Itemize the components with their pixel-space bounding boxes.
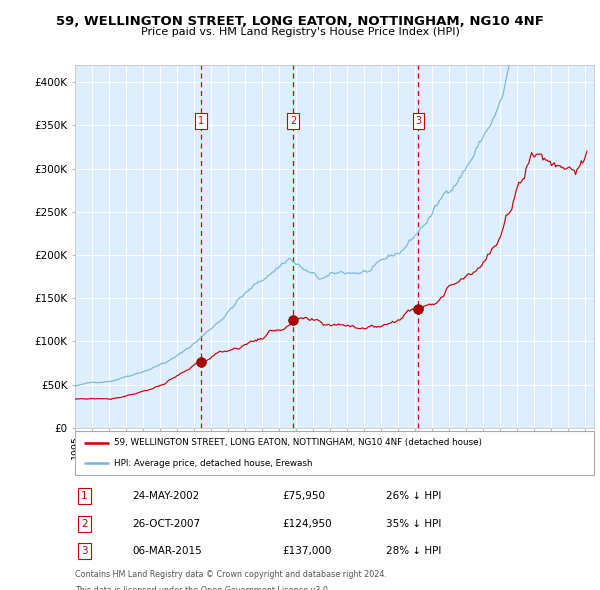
Text: 26% ↓ HPI: 26% ↓ HPI: [386, 491, 442, 501]
Text: £137,000: £137,000: [283, 546, 332, 556]
Text: 26-OCT-2007: 26-OCT-2007: [132, 519, 200, 529]
Text: 24-MAY-2002: 24-MAY-2002: [132, 491, 199, 501]
Text: £75,950: £75,950: [283, 491, 326, 501]
Text: £124,950: £124,950: [283, 519, 332, 529]
Text: 1: 1: [81, 491, 88, 501]
Text: 3: 3: [415, 116, 421, 126]
Text: 2: 2: [290, 116, 296, 126]
FancyBboxPatch shape: [75, 431, 594, 475]
Text: 2: 2: [81, 519, 88, 529]
Text: 59, WELLINGTON STREET, LONG EATON, NOTTINGHAM, NG10 4NF (detached house): 59, WELLINGTON STREET, LONG EATON, NOTTI…: [114, 438, 482, 447]
Text: 1: 1: [197, 116, 204, 126]
Text: Contains HM Land Registry data © Crown copyright and database right 2024.: Contains HM Land Registry data © Crown c…: [75, 570, 387, 579]
Text: 06-MAR-2015: 06-MAR-2015: [132, 546, 202, 556]
Text: 59, WELLINGTON STREET, LONG EATON, NOTTINGHAM, NG10 4NF: 59, WELLINGTON STREET, LONG EATON, NOTTI…: [56, 15, 544, 28]
Text: 3: 3: [81, 546, 88, 556]
Text: Price paid vs. HM Land Registry's House Price Index (HPI): Price paid vs. HM Land Registry's House …: [140, 27, 460, 37]
Text: HPI: Average price, detached house, Erewash: HPI: Average price, detached house, Erew…: [114, 458, 313, 467]
Text: 28% ↓ HPI: 28% ↓ HPI: [386, 546, 442, 556]
Text: 35% ↓ HPI: 35% ↓ HPI: [386, 519, 442, 529]
Text: This data is licensed under the Open Government Licence v3.0.: This data is licensed under the Open Gov…: [75, 586, 331, 590]
